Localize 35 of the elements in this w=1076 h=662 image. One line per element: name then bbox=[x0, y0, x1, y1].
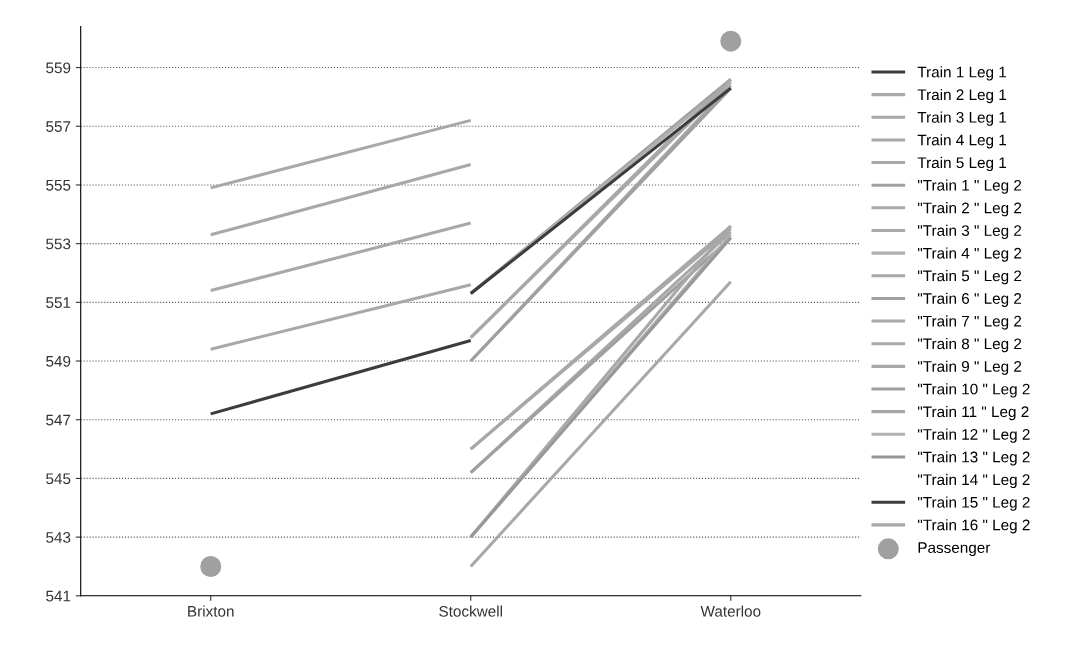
y-tick-label: 551 bbox=[46, 297, 71, 309]
y-tick-label: 541 bbox=[46, 590, 71, 602]
y-tick-label: 549 bbox=[46, 355, 71, 367]
legend-label: "Train 2 " Leg 2 bbox=[917, 202, 1022, 217]
legend-label: Train 2 Leg 1 bbox=[917, 88, 1007, 104]
legend-label: "Train 8 " Leg 2 bbox=[917, 337, 1022, 353]
y-tick-label: 545 bbox=[46, 473, 71, 485]
legend-label: "Train 3 " Leg 2 bbox=[917, 224, 1022, 240]
legend-label: "Train 11 " Leg 2 bbox=[917, 405, 1029, 421]
y-tick-label: 547 bbox=[46, 414, 71, 426]
y-tick-label: 553 bbox=[46, 238, 71, 250]
legend-label: "Train 15 " Leg 2 bbox=[917, 496, 1030, 511]
legend-label: "Train 7 " Leg 2 bbox=[917, 315, 1022, 330]
legend-label: Train 1 Leg 1 bbox=[917, 66, 1007, 81]
legend-label: "Train 4 " Leg 2 bbox=[917, 247, 1022, 262]
x-tick-label: Brixton bbox=[188, 605, 234, 617]
x-tick-label: Waterloo bbox=[700, 605, 761, 617]
legend-label: "Train 10 " Leg 2 bbox=[917, 383, 1030, 398]
x-tick-label: Stockwell bbox=[439, 605, 502, 617]
legend-label: "Train 16 " Leg 2 bbox=[917, 519, 1030, 534]
legend-label: "Train 6 " Leg 2 bbox=[917, 292, 1022, 307]
legend-label: "Train 13 " Leg 2 bbox=[917, 451, 1030, 466]
legend-label: "Train 5 " Leg 2 bbox=[917, 270, 1022, 285]
legend-label: "Train 1 " Leg 2 bbox=[917, 179, 1022, 194]
legend-label: "Train 12 " Leg 2 bbox=[917, 428, 1030, 443]
legend-label: Passenger bbox=[918, 542, 991, 557]
text: "Train 14 " Leg 2 bbox=[917, 473, 1030, 489]
legend-label: "Train 9 " Leg 2 bbox=[917, 360, 1022, 375]
legend-label: Train 5 Leg 1 bbox=[917, 156, 1007, 172]
y-tick-label: 543 bbox=[46, 531, 71, 543]
y-tick-label: 559 bbox=[46, 62, 71, 74]
y-tick-label: 555 bbox=[46, 179, 71, 191]
legend-label: Train 4 Leg 1 bbox=[917, 134, 1007, 149]
legend-label: Train 3 Leg 1 bbox=[917, 111, 1007, 126]
y-tick-label: 557 bbox=[46, 121, 71, 132]
